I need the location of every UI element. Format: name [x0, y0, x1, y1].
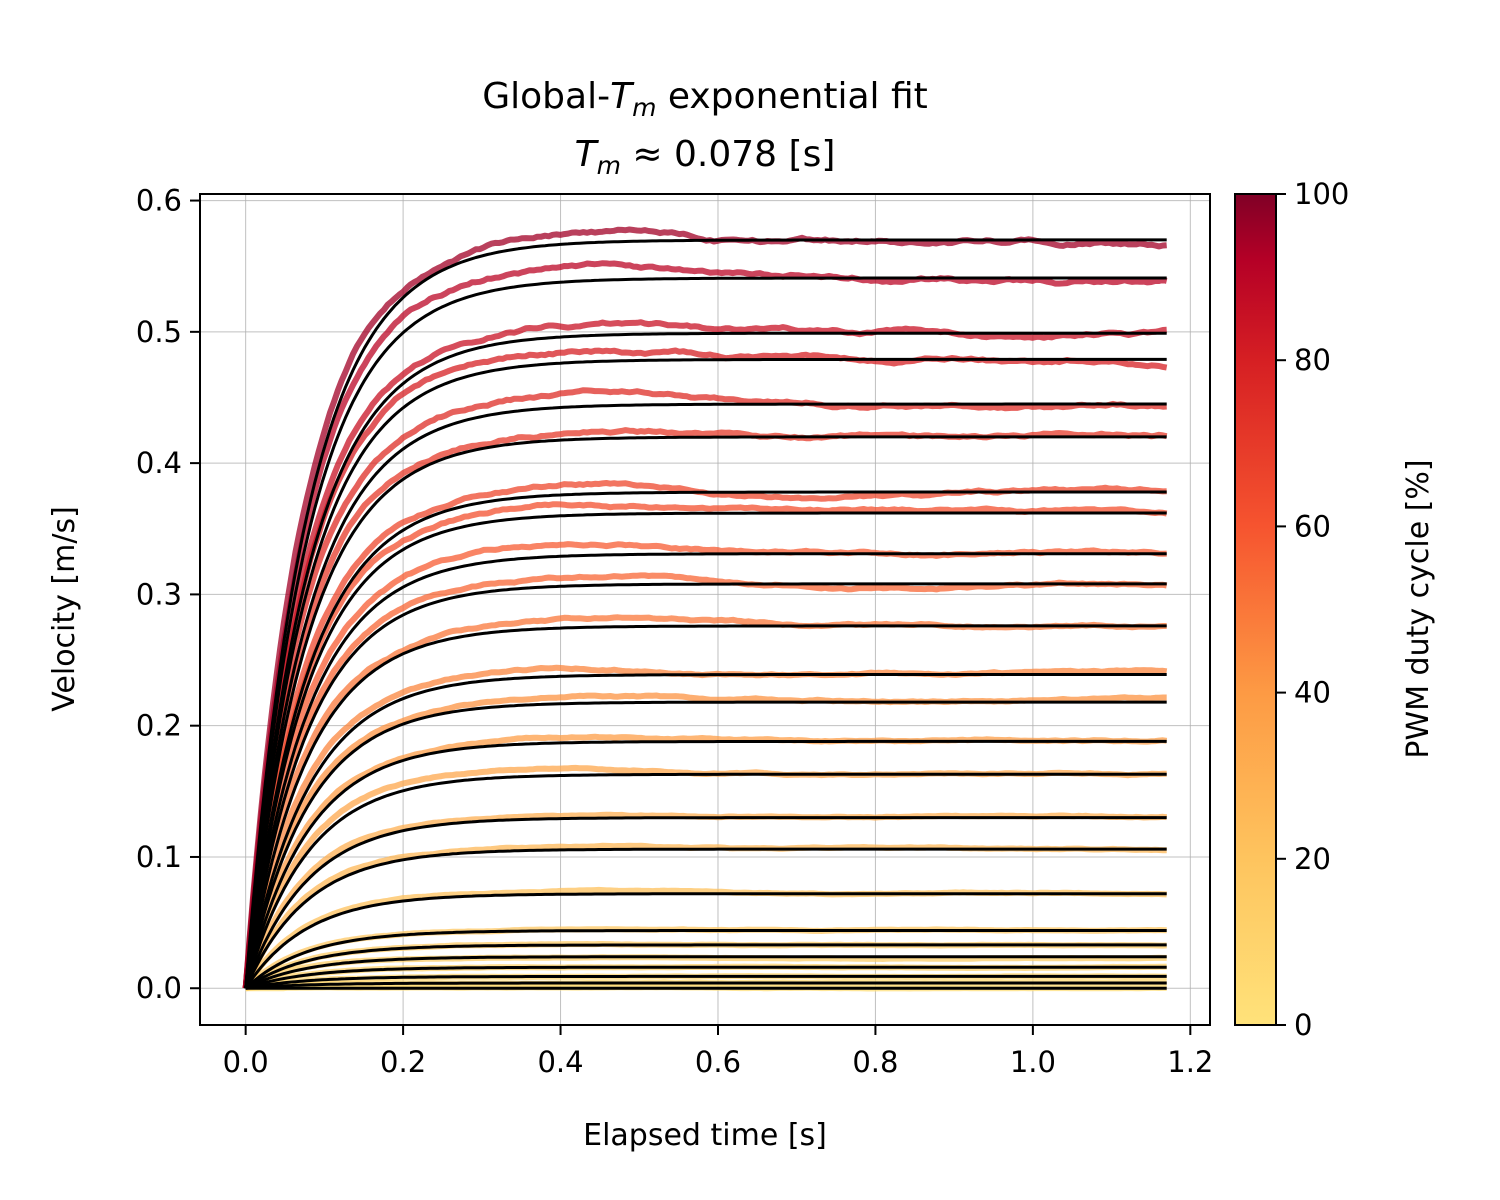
- fit-curve: [244, 739, 1167, 989]
- measured-curve: [242, 427, 1168, 989]
- fit-curve: [244, 892, 1167, 990]
- grid-lines: [200, 194, 1210, 1025]
- chart-title: Global-Tm exponential fit: [482, 76, 928, 122]
- fit-curve: [244, 929, 1167, 990]
- fit-curve: [244, 435, 1167, 989]
- measured-curve: [242, 572, 1168, 989]
- fit-curve: [244, 582, 1167, 989]
- measured-curve: [242, 664, 1168, 989]
- fit-curve: [244, 673, 1167, 989]
- fit-curve: [244, 331, 1167, 989]
- colorbar-tick-label: 60: [1294, 509, 1331, 543]
- fit-curve: [244, 511, 1167, 989]
- colorbar-ticks: 0 20 40 60 80 100: [1276, 177, 1349, 1042]
- fit-curve: [245, 965, 1167, 990]
- measured-curve: [242, 501, 1168, 989]
- colorbar-tick-label: 20: [1294, 842, 1331, 876]
- fit-curve: [244, 624, 1167, 989]
- fit-curve: [244, 816, 1167, 989]
- colorbar-tick-label: 40: [1294, 676, 1331, 710]
- x-tick-label: 0.6: [695, 1045, 741, 1079]
- measured-curve: [242, 319, 1167, 989]
- exponential-fit-curves: [244, 238, 1167, 990]
- colorbar-tick-label: 80: [1294, 343, 1331, 377]
- x-axis-label: Elapsed time [s]: [583, 1118, 827, 1153]
- fit-curve: [244, 700, 1167, 989]
- colorbar-label: PWM duty cycle [%]: [1401, 459, 1436, 758]
- fit-curve: [245, 981, 1167, 990]
- y-tick-label: 0.3: [136, 577, 182, 611]
- fit-curve: [244, 238, 1167, 989]
- fit-curve: [244, 552, 1167, 989]
- y-tick-label: 0.4: [136, 446, 182, 480]
- fit-curve: [244, 357, 1167, 989]
- y-tick-label: 0.1: [136, 840, 182, 874]
- fit-curve: [244, 490, 1167, 989]
- fit-curve: [244, 402, 1167, 989]
- y-tick-label: 0.5: [136, 315, 182, 349]
- x-axis-ticks: 0.0 0.2 0.4 0.6 0.8 1.0 1.2: [223, 1025, 1213, 1079]
- x-tick-label: 0.2: [380, 1045, 426, 1079]
- x-tick-label: 1.2: [1167, 1045, 1213, 1079]
- y-tick-label: 0.6: [136, 184, 182, 218]
- fit-curve: [244, 772, 1167, 989]
- fit-curve: [245, 974, 1167, 990]
- measured-curve: [242, 260, 1168, 989]
- fit-curve: [244, 847, 1167, 989]
- x-tick-label: 1.0: [1010, 1045, 1056, 1079]
- y-axis-ticks: 0.0 0.1 0.2 0.3 0.4 0.5 0.6: [136, 184, 200, 1005]
- y-axis-label: Velocity [m/s]: [47, 506, 82, 712]
- measured-velocity-curves: [242, 226, 1168, 992]
- y-tick-label: 0.2: [136, 709, 182, 743]
- colorbar-tick-label: 0: [1294, 1008, 1312, 1042]
- chart-subtitle: Tm ≈ 0.078 [s]: [575, 134, 836, 180]
- x-tick-label: 0.4: [537, 1045, 583, 1079]
- fit-curve: [244, 943, 1167, 990]
- colorbar-tick-label: 100: [1294, 177, 1349, 211]
- measured-curve: [242, 226, 1167, 989]
- x-tick-label: 0.8: [852, 1045, 898, 1079]
- plot-frame: [199, 193, 1211, 1026]
- fit-curve: [245, 955, 1167, 990]
- measured-curve: [242, 347, 1168, 989]
- y-tick-label: 0.0: [136, 971, 182, 1005]
- measured-curve: [242, 387, 1167, 989]
- x-tick-label: 0.0: [223, 1045, 269, 1079]
- colorbar: [1234, 193, 1277, 1026]
- fit-curve: [244, 276, 1167, 989]
